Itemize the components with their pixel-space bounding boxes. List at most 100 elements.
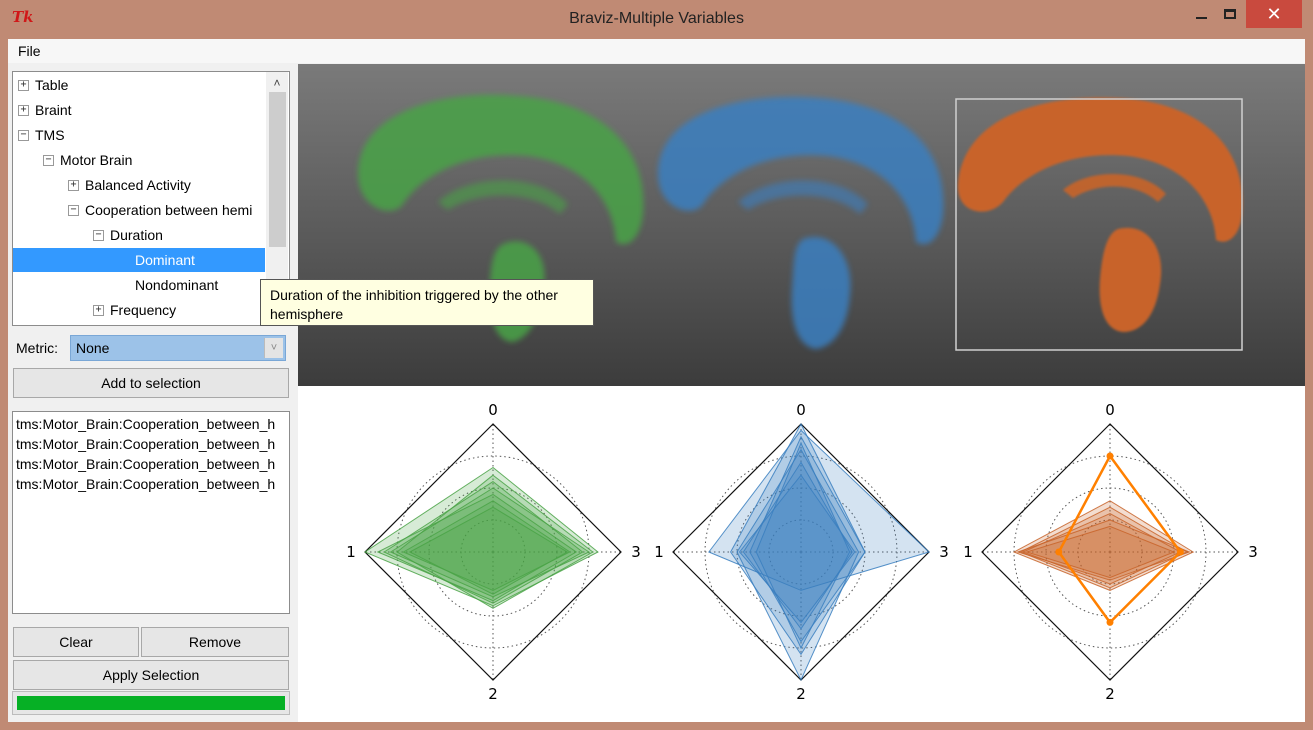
radar-highlight-point[interactable]: [1176, 548, 1184, 556]
chevron-down-icon[interactable]: ˅: [264, 338, 283, 358]
title-bar[interactable]: Tk Braviz-Multiple Variables ✕: [0, 0, 1313, 38]
radar-axis-label: 2: [1105, 685, 1115, 703]
radar-axis-label: 2: [488, 685, 498, 703]
brain-3d-view[interactable]: [298, 64, 1305, 386]
radar-axis-label: 1: [654, 543, 664, 561]
apply-selection-button[interactable]: Apply Selection: [13, 660, 289, 690]
tree-item[interactable]: + Frequency: [13, 298, 265, 322]
tree-item-label: Balanced Activity: [85, 177, 191, 193]
tree-item[interactable]: + Braint: [13, 98, 265, 122]
progress-bar: [12, 691, 290, 715]
radar-series[interactable]: [1016, 519, 1191, 581]
radar-highlight-point[interactable]: [1055, 548, 1063, 556]
expand-icon[interactable]: +: [93, 305, 104, 316]
radar-axis-label: 0: [796, 401, 806, 419]
tree-item[interactable]: − Motor Brain: [13, 148, 265, 172]
radar-axis-label: 1: [346, 543, 356, 561]
window-title: Braviz-Multiple Variables: [569, 10, 744, 27]
clear-button[interactable]: Clear: [13, 627, 139, 657]
tooltip-line-2: hemisphere: [270, 306, 344, 322]
tree-item-label: Frequency: [110, 302, 177, 318]
scroll-up-icon[interactable]: ˄: [273, 76, 281, 90]
tree-item-label: Braint: [35, 102, 72, 118]
radar-series[interactable]: [755, 441, 851, 650]
tree-item-label: Nondominant: [135, 277, 219, 293]
tree-item[interactable]: + Balanced Activity: [13, 173, 265, 197]
list-item[interactable]: tms:Motor_Brain:Cooperation_between_h: [16, 476, 276, 492]
collapse-icon[interactable]: −: [18, 130, 29, 141]
brain-render-svg: [358, 94, 1243, 351]
scroll-thumb[interactable]: [269, 92, 286, 247]
collapse-icon[interactable]: −: [68, 205, 79, 216]
radar-highlight-point[interactable]: [1106, 618, 1114, 626]
list-item[interactable]: tms:Motor_Brain:Cooperation_between_h: [16, 436, 276, 452]
radar-axis-label: 0: [488, 401, 498, 419]
metric-row: Metric: None ˅: [12, 333, 290, 363]
radar-axis-label: 1: [963, 543, 973, 561]
radar-highlight-point[interactable]: [1106, 452, 1114, 460]
radar-series[interactable]: [389, 487, 591, 598]
radar-series[interactable]: [1012, 500, 1195, 591]
radar-series[interactable]: [708, 429, 930, 591]
tk-app-icon: Tk: [12, 8, 34, 26]
close-button[interactable]: ✕: [1246, 0, 1302, 28]
expand-icon[interactable]: +: [18, 105, 29, 116]
tree-item[interactable]: − TMS: [13, 123, 265, 147]
radar-plots-area: 0 1 2 3 0 1 2 3 0 1 2 3: [298, 386, 1305, 722]
minimize-icon: [1195, 17, 1207, 19]
maximize-icon: [1224, 9, 1236, 19]
radar-series[interactable]: [383, 480, 584, 604]
radar-axis-label: 2: [796, 685, 806, 703]
expand-icon[interactable]: +: [18, 80, 29, 91]
minimize-button[interactable]: [1188, 0, 1214, 28]
radar-frame: [981, 423, 1239, 681]
remove-button[interactable]: Remove: [141, 627, 289, 657]
radar-axis-label: 3: [1248, 543, 1258, 561]
tree-item-label: Cooperation between hemi: [85, 202, 253, 218]
radar-series[interactable]: [1025, 525, 1176, 579]
selection-frame: [955, 98, 1243, 351]
radar-series[interactable]: [736, 448, 860, 682]
maximize-button[interactable]: [1216, 0, 1244, 28]
collapse-icon[interactable]: −: [93, 230, 104, 241]
add-to-selection-button[interactable]: Add to selection: [13, 368, 289, 398]
progress-fill: [17, 696, 285, 710]
menu-file[interactable]: File: [18, 43, 41, 59]
tree-item-label: TMS: [35, 127, 65, 143]
collapse-icon[interactable]: −: [43, 155, 54, 166]
tree-item-label: Table: [35, 77, 69, 93]
radar-series[interactable]: [730, 422, 866, 656]
metric-label: Metric:: [16, 340, 58, 356]
list-item[interactable]: tms:Motor_Brain:Cooperation_between_h: [16, 456, 276, 472]
radar-plots-svg: 0 1 2 3 0 1 2 3 0 1 2 3: [346, 401, 1258, 703]
tree-item[interactable]: Dominant: [13, 248, 265, 272]
radar-series[interactable]: [738, 474, 856, 624]
expand-icon[interactable]: +: [68, 180, 79, 191]
radar-axis-label: 0: [1105, 401, 1115, 419]
tree-item[interactable]: + Table: [13, 73, 265, 97]
menu-bar: File: [8, 39, 1305, 63]
radar-series[interactable]: [396, 474, 594, 609]
variable-tree[interactable]: + Table + Braint − TMS − Motor Brain + Balanced A…: [12, 71, 290, 326]
tree-item-label: Motor Brain: [60, 152, 133, 168]
tooltip: Duration of the inhibition triggered by …: [260, 279, 594, 326]
list-item[interactable]: tms:Motor_Brain:Cooperation_between_h: [16, 416, 276, 432]
radar-series[interactable]: [402, 500, 571, 591]
tree-scrollbar[interactable]: ˄: [266, 72, 288, 325]
radar-series[interactable]: [408, 506, 569, 595]
tree-item-label: Duration: [110, 227, 163, 243]
metric-value: None: [76, 340, 110, 356]
radar-frame: [364, 423, 622, 681]
tree-item[interactable]: − Duration: [13, 223, 265, 247]
tree-item[interactable]: Nondominant: [13, 273, 265, 297]
brain-model-2[interactable]: [957, 97, 1243, 332]
tree-item[interactable]: − Cooperation between hemi: [13, 198, 265, 222]
close-icon: ✕: [1266, 3, 1282, 24]
radar-series[interactable]: [749, 435, 866, 643]
brain-model-1[interactable]: [658, 97, 944, 349]
metric-select[interactable]: None ˅: [70, 335, 286, 361]
radar-axis-label: 3: [939, 543, 949, 561]
client-area: File + Table + Braint − TMS − Motor Brain + Balan…: [8, 39, 1305, 722]
